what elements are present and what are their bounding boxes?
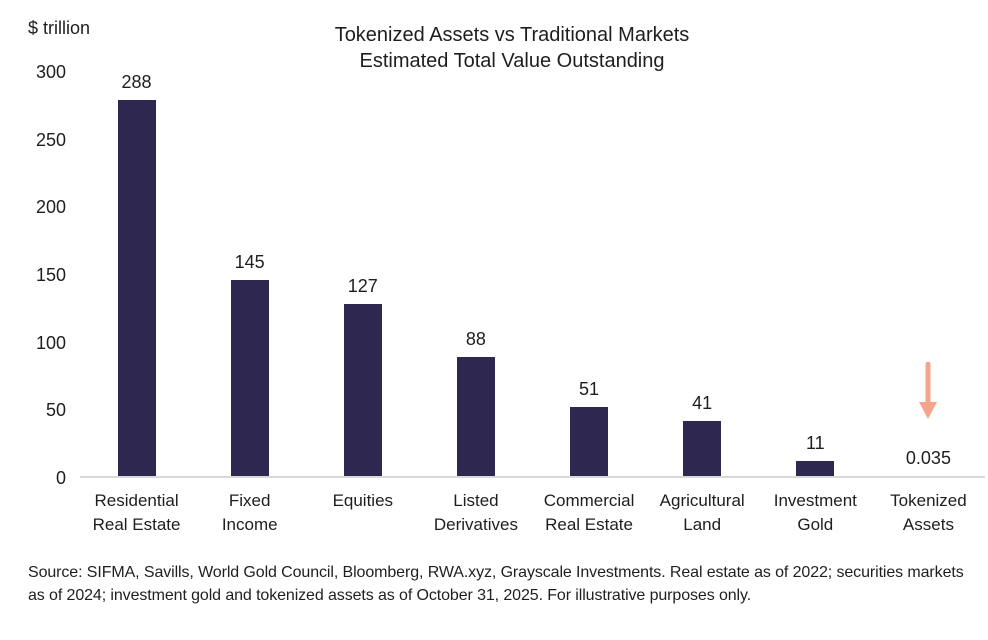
bar-value-label: 288 bbox=[121, 72, 152, 92]
y-tick-label: 100 bbox=[35, 332, 66, 353]
y-tick-label: 150 bbox=[35, 265, 66, 285]
bar-value-label: 127 bbox=[347, 276, 378, 297]
bar-column: 11 bbox=[759, 72, 872, 476]
y-tick-label: 50 bbox=[45, 400, 66, 421]
chart-title-line2: Estimated Total Value Outstanding bbox=[359, 50, 665, 72]
y-tick-label: 0 bbox=[55, 468, 66, 488]
bar bbox=[796, 461, 835, 476]
down-arrow-icon bbox=[919, 362, 938, 419]
bar bbox=[683, 420, 722, 476]
bar-value-label: 145 bbox=[234, 251, 265, 272]
y-axis-unit-label: $ trillion bbox=[28, 18, 91, 38]
source-note: Source: SIFMA, Savills, World Gold Counc… bbox=[28, 564, 964, 604]
x-axis-category-label: Equities bbox=[332, 491, 394, 510]
bar-column: 145 bbox=[193, 72, 306, 476]
chart-title-line1: Tokenized Assets vs Traditional Markets bbox=[334, 24, 690, 46]
y-tick-label: 300 bbox=[35, 62, 66, 82]
bar-column: 127 bbox=[306, 72, 419, 476]
bar-value-label: 88 bbox=[465, 328, 486, 349]
x-axis-category-label: Residential Real Estate bbox=[92, 491, 181, 534]
bar-value-label: 51 bbox=[579, 378, 600, 399]
bar-column: 41 bbox=[646, 72, 759, 476]
y-tick-label: 250 bbox=[35, 129, 66, 150]
x-axis-category-label: Fixed Income bbox=[221, 491, 278, 534]
bar-value-label: 11 bbox=[805, 433, 825, 454]
bar-column: 288 bbox=[80, 72, 193, 476]
plot-area: 288 145 127 88 51 41 11 0.035 bbox=[80, 72, 985, 478]
bar-value-label: 41 bbox=[692, 392, 713, 413]
y-axis: 300 250 200 150 100 50 0 bbox=[0, 62, 66, 488]
bar-value-label: 0.035 bbox=[905, 448, 951, 468]
x-axis-category-label: Listed Derivatives bbox=[433, 491, 518, 534]
bar-column: 0.035 bbox=[872, 72, 985, 476]
bar bbox=[230, 279, 269, 476]
chart-title: Tokenized Assets vs Traditional Markets … bbox=[57, 22, 967, 74]
bar bbox=[456, 356, 495, 476]
x-axis-category-label: Commercial Real Estate bbox=[543, 491, 635, 534]
x-axis: Residential Real Estate Fixed Income Equit… bbox=[80, 489, 985, 537]
bar-column: 51 bbox=[533, 72, 646, 476]
bar bbox=[343, 304, 382, 476]
x-axis-category-label: Agricultural Land bbox=[659, 491, 745, 534]
x-axis-category-label: Investment Gold bbox=[773, 491, 857, 534]
bar-column: 88 bbox=[419, 72, 532, 476]
bar bbox=[117, 100, 156, 476]
x-axis-category-label: Tokenized Assets bbox=[890, 491, 967, 534]
y-tick-label: 200 bbox=[35, 197, 66, 218]
bar bbox=[570, 406, 609, 476]
